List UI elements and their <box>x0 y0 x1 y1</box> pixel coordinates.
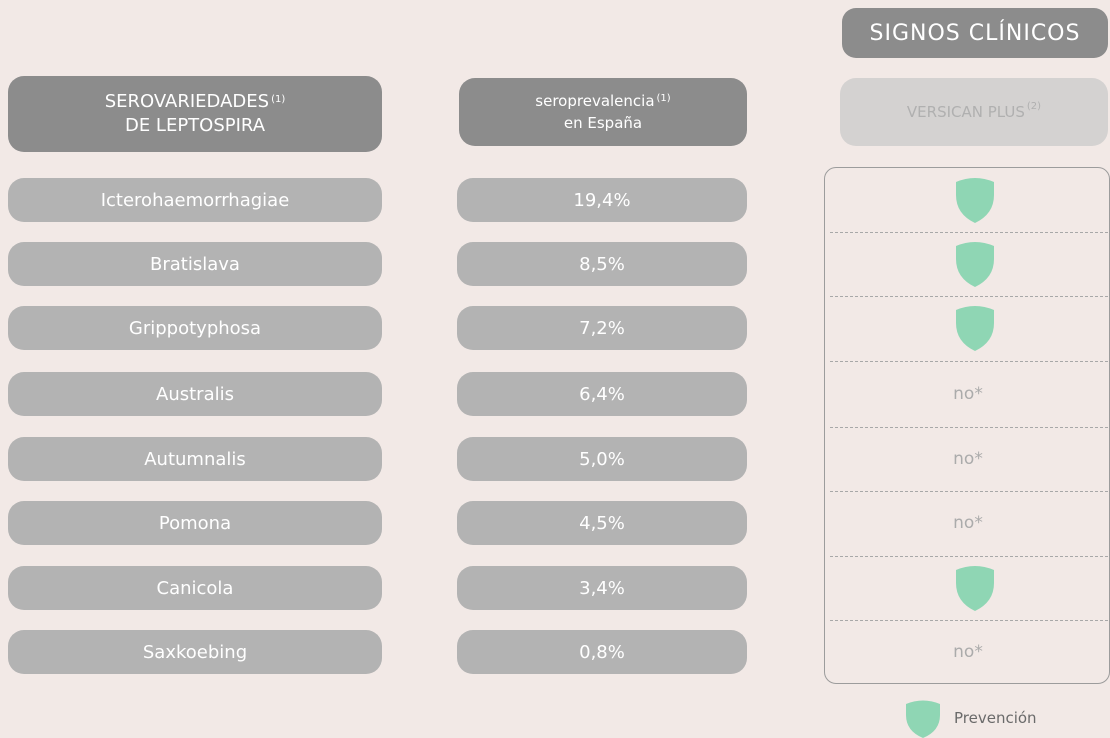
serovar-cell: Saxkoebing <box>8 630 382 674</box>
legend-shield <box>906 700 940 738</box>
serovar-cell: Canicola <box>8 566 382 610</box>
serovar-cell: Icterohaemorrhagiae <box>8 178 382 222</box>
header-text: DE LEPTOSPIRA <box>124 115 266 136</box>
header-sup: (1) <box>271 94 286 105</box>
badge-text: SIGNOS CLÍNICOS <box>869 20 1081 46</box>
shield <box>955 565 995 611</box>
header-line: VERSICAN PLUS (2) <box>906 101 1042 121</box>
row-separator <box>830 556 1108 557</box>
header-sup: (1) <box>656 93 671 104</box>
shield-icon <box>956 242 994 287</box>
row-separator <box>830 491 1108 492</box>
row-separator <box>830 296 1108 297</box>
header-text: en España <box>563 114 643 132</box>
serovar-cell: Grippotyphosa <box>8 306 382 350</box>
prevalence-cell: 5,0% <box>457 437 747 481</box>
serovar-cell: Australis <box>8 372 382 416</box>
prevalence-cell: 3,4% <box>457 566 747 610</box>
header-serovar: SEROVARIEDADES (1) DE LEPTOSPIRA <box>8 76 382 152</box>
header-text: seroprevalencia <box>535 92 655 110</box>
header-text: SEROVARIEDADES <box>104 91 270 112</box>
header-line: SEROVARIEDADES (1) <box>105 90 286 114</box>
versican-text: no* <box>953 642 983 662</box>
row-separator <box>830 232 1108 233</box>
header-prevalence: seroprevalencia (1) en España <box>459 78 747 146</box>
versican-text: no* <box>953 449 983 469</box>
shield <box>955 177 995 223</box>
prevalence-cell: 19,4% <box>457 178 747 222</box>
badge: SIGNOS CLÍNICOS <box>842 8 1108 58</box>
prevalence-cell: 8,5% <box>457 242 747 286</box>
serovar-cell: Autumnalis <box>8 437 382 481</box>
shield <box>955 305 995 351</box>
header-line: seroprevalencia (1) <box>535 90 670 112</box>
header-versican: VERSICAN PLUS (2) <box>840 78 1108 146</box>
row-separator <box>830 427 1108 428</box>
header-sup: (2) <box>1026 101 1042 112</box>
shield-icon <box>956 306 994 351</box>
row-separator <box>830 361 1108 362</box>
header-text: VERSICAN PLUS <box>906 103 1025 121</box>
serovar-cell: Pomona <box>8 501 382 545</box>
legend-label: Prevención <box>954 709 1037 727</box>
prevalence-cell: 6,4% <box>457 372 747 416</box>
versican-text: no* <box>953 384 983 404</box>
shield <box>955 241 995 287</box>
versican-text: no* <box>953 513 983 533</box>
prevalence-cell: 7,2% <box>457 306 747 350</box>
row-separator <box>830 620 1108 621</box>
shield-icon <box>956 178 994 223</box>
serovar-cell: Bratislava <box>8 242 382 286</box>
shield-icon <box>956 566 994 611</box>
prevalence-cell: 0,8% <box>457 630 747 674</box>
prevalence-cell: 4,5% <box>457 501 747 545</box>
